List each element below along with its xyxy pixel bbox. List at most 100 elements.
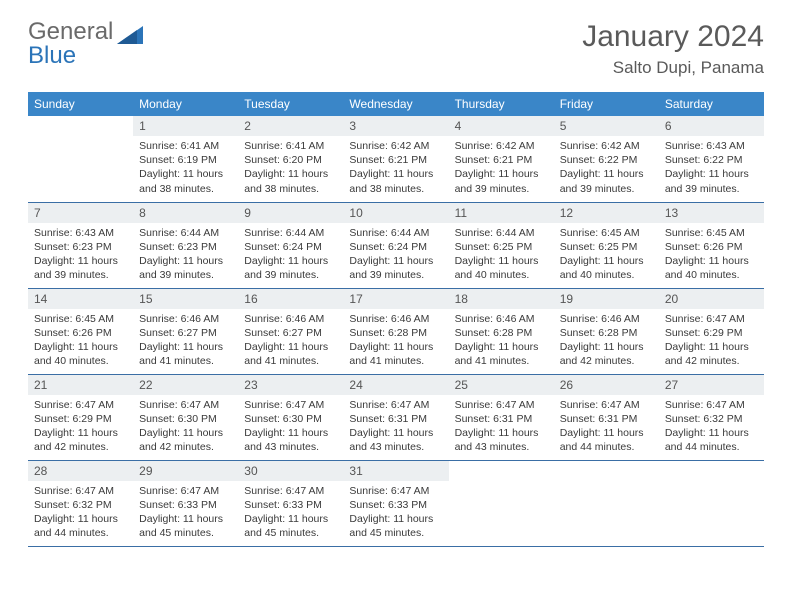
- day-number: 22: [133, 375, 238, 395]
- day-info: Sunrise: 6:44 AMSunset: 6:25 PMDaylight:…: [449, 223, 554, 286]
- day-number: 16: [238, 289, 343, 309]
- calendar-cell: 30Sunrise: 6:47 AMSunset: 6:33 PMDayligh…: [238, 460, 343, 546]
- calendar-cell: 23Sunrise: 6:47 AMSunset: 6:30 PMDayligh…: [238, 374, 343, 460]
- calendar-cell: 27Sunrise: 6:47 AMSunset: 6:32 PMDayligh…: [659, 374, 764, 460]
- day-info: Sunrise: 6:46 AMSunset: 6:27 PMDaylight:…: [238, 309, 343, 372]
- day-number: 3: [343, 116, 448, 136]
- calendar-cell: 14Sunrise: 6:45 AMSunset: 6:26 PMDayligh…: [28, 288, 133, 374]
- calendar-row: 14Sunrise: 6:45 AMSunset: 6:26 PMDayligh…: [28, 288, 764, 374]
- day-info: Sunrise: 6:47 AMSunset: 6:33 PMDaylight:…: [133, 481, 238, 544]
- header: General Blue January 2024 Salto Dupi, Pa…: [28, 20, 764, 78]
- day-info: Sunrise: 6:46 AMSunset: 6:28 PMDaylight:…: [554, 309, 659, 372]
- day-number: 30: [238, 461, 343, 481]
- location: Salto Dupi, Panama: [582, 58, 764, 78]
- calendar-cell: 20Sunrise: 6:47 AMSunset: 6:29 PMDayligh…: [659, 288, 764, 374]
- calendar-cell: 29Sunrise: 6:47 AMSunset: 6:33 PMDayligh…: [133, 460, 238, 546]
- day-info: Sunrise: 6:41 AMSunset: 6:19 PMDaylight:…: [133, 136, 238, 199]
- calendar-cell: 7Sunrise: 6:43 AMSunset: 6:23 PMDaylight…: [28, 202, 133, 288]
- day-number: 23: [238, 375, 343, 395]
- day-number: 14: [28, 289, 133, 309]
- day-info: Sunrise: 6:47 AMSunset: 6:31 PMDaylight:…: [343, 395, 448, 458]
- calendar-cell: 13Sunrise: 6:45 AMSunset: 6:26 PMDayligh…: [659, 202, 764, 288]
- day-info: Sunrise: 6:47 AMSunset: 6:29 PMDaylight:…: [28, 395, 133, 458]
- calendar-row: 28Sunrise: 6:47 AMSunset: 6:32 PMDayligh…: [28, 460, 764, 546]
- day-info: Sunrise: 6:42 AMSunset: 6:22 PMDaylight:…: [554, 136, 659, 199]
- weekday-header: Wednesday: [343, 92, 448, 116]
- day-number: 31: [343, 461, 448, 481]
- calendar-cell: 26Sunrise: 6:47 AMSunset: 6:31 PMDayligh…: [554, 374, 659, 460]
- day-number: 25: [449, 375, 554, 395]
- calendar-cell: 16Sunrise: 6:46 AMSunset: 6:27 PMDayligh…: [238, 288, 343, 374]
- weekday-header: Sunday: [28, 92, 133, 116]
- day-number: 28: [28, 461, 133, 481]
- calendar-cell: 24Sunrise: 6:47 AMSunset: 6:31 PMDayligh…: [343, 374, 448, 460]
- day-number: 26: [554, 375, 659, 395]
- calendar-cell: [554, 460, 659, 546]
- month-title: January 2024: [582, 20, 764, 54]
- calendar-cell: 4Sunrise: 6:42 AMSunset: 6:21 PMDaylight…: [449, 116, 554, 202]
- logo-word-2: Blue: [28, 42, 76, 69]
- calendar-cell: 11Sunrise: 6:44 AMSunset: 6:25 PMDayligh…: [449, 202, 554, 288]
- calendar-cell: 10Sunrise: 6:44 AMSunset: 6:24 PMDayligh…: [343, 202, 448, 288]
- day-number: 17: [343, 289, 448, 309]
- day-number: 11: [449, 203, 554, 223]
- calendar-cell: 22Sunrise: 6:47 AMSunset: 6:30 PMDayligh…: [133, 374, 238, 460]
- day-info: Sunrise: 6:47 AMSunset: 6:30 PMDaylight:…: [238, 395, 343, 458]
- day-number: 18: [449, 289, 554, 309]
- day-number: 29: [133, 461, 238, 481]
- day-info: Sunrise: 6:46 AMSunset: 6:28 PMDaylight:…: [449, 309, 554, 372]
- weekday-header: Tuesday: [238, 92, 343, 116]
- day-info: Sunrise: 6:47 AMSunset: 6:32 PMDaylight:…: [659, 395, 764, 458]
- day-info: Sunrise: 6:47 AMSunset: 6:30 PMDaylight:…: [133, 395, 238, 458]
- calendar-cell: 9Sunrise: 6:44 AMSunset: 6:24 PMDaylight…: [238, 202, 343, 288]
- day-info: Sunrise: 6:47 AMSunset: 6:32 PMDaylight:…: [28, 481, 133, 544]
- weekday-header: Monday: [133, 92, 238, 116]
- calendar-cell: 8Sunrise: 6:44 AMSunset: 6:23 PMDaylight…: [133, 202, 238, 288]
- day-number: 10: [343, 203, 448, 223]
- day-info: Sunrise: 6:42 AMSunset: 6:21 PMDaylight:…: [343, 136, 448, 199]
- calendar-cell: [28, 116, 133, 202]
- day-number: 15: [133, 289, 238, 309]
- calendar-row: 1Sunrise: 6:41 AMSunset: 6:19 PMDaylight…: [28, 116, 764, 202]
- calendar-cell: 31Sunrise: 6:47 AMSunset: 6:33 PMDayligh…: [343, 460, 448, 546]
- weekday-header: Friday: [554, 92, 659, 116]
- day-info: Sunrise: 6:47 AMSunset: 6:33 PMDaylight:…: [238, 481, 343, 544]
- day-info: Sunrise: 6:47 AMSunset: 6:33 PMDaylight:…: [343, 481, 448, 544]
- calendar-cell: 12Sunrise: 6:45 AMSunset: 6:25 PMDayligh…: [554, 202, 659, 288]
- day-number: 27: [659, 375, 764, 395]
- day-info: Sunrise: 6:44 AMSunset: 6:24 PMDaylight:…: [238, 223, 343, 286]
- day-info: Sunrise: 6:47 AMSunset: 6:31 PMDaylight:…: [554, 395, 659, 458]
- calendar-cell: 3Sunrise: 6:42 AMSunset: 6:21 PMDaylight…: [343, 116, 448, 202]
- day-info: Sunrise: 6:42 AMSunset: 6:21 PMDaylight:…: [449, 136, 554, 199]
- title-block: January 2024 Salto Dupi, Panama: [582, 20, 764, 78]
- day-number: 21: [28, 375, 133, 395]
- calendar-header-row: SundayMondayTuesdayWednesdayThursdayFrid…: [28, 92, 764, 116]
- day-number: 20: [659, 289, 764, 309]
- day-info: Sunrise: 6:41 AMSunset: 6:20 PMDaylight:…: [238, 136, 343, 199]
- day-number: 1: [133, 116, 238, 136]
- calendar-cell: 19Sunrise: 6:46 AMSunset: 6:28 PMDayligh…: [554, 288, 659, 374]
- day-number: 8: [133, 203, 238, 223]
- day-number: 4: [449, 116, 554, 136]
- day-info: Sunrise: 6:43 AMSunset: 6:23 PMDaylight:…: [28, 223, 133, 286]
- calendar-cell: [659, 460, 764, 546]
- calendar-table: SundayMondayTuesdayWednesdayThursdayFrid…: [28, 92, 764, 547]
- day-info: Sunrise: 6:46 AMSunset: 6:27 PMDaylight:…: [133, 309, 238, 372]
- day-info: Sunrise: 6:45 AMSunset: 6:26 PMDaylight:…: [28, 309, 133, 372]
- calendar-row: 21Sunrise: 6:47 AMSunset: 6:29 PMDayligh…: [28, 374, 764, 460]
- day-number: 7: [28, 203, 133, 223]
- calendar-cell: 2Sunrise: 6:41 AMSunset: 6:20 PMDaylight…: [238, 116, 343, 202]
- day-number: 13: [659, 203, 764, 223]
- calendar-cell: 18Sunrise: 6:46 AMSunset: 6:28 PMDayligh…: [449, 288, 554, 374]
- day-number: 9: [238, 203, 343, 223]
- day-info: Sunrise: 6:44 AMSunset: 6:23 PMDaylight:…: [133, 223, 238, 286]
- calendar-cell: 28Sunrise: 6:47 AMSunset: 6:32 PMDayligh…: [28, 460, 133, 546]
- day-info: Sunrise: 6:47 AMSunset: 6:29 PMDaylight:…: [659, 309, 764, 372]
- day-number: 2: [238, 116, 343, 136]
- day-info: Sunrise: 6:47 AMSunset: 6:31 PMDaylight:…: [449, 395, 554, 458]
- calendar-body: 1Sunrise: 6:41 AMSunset: 6:19 PMDaylight…: [28, 116, 764, 546]
- calendar-row: 7Sunrise: 6:43 AMSunset: 6:23 PMDaylight…: [28, 202, 764, 288]
- calendar-cell: 21Sunrise: 6:47 AMSunset: 6:29 PMDayligh…: [28, 374, 133, 460]
- calendar-cell: 5Sunrise: 6:42 AMSunset: 6:22 PMDaylight…: [554, 116, 659, 202]
- day-number: 5: [554, 116, 659, 136]
